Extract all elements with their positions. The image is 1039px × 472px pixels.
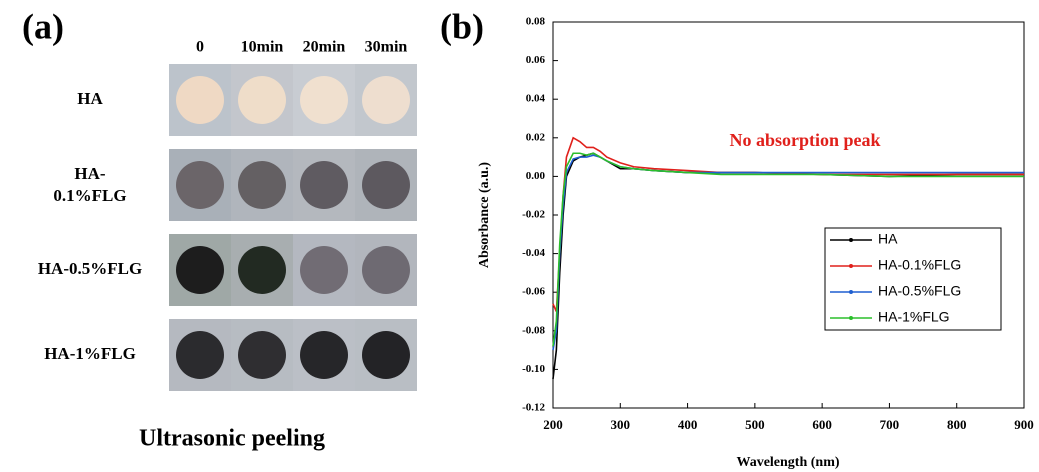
sample-disc — [362, 76, 410, 124]
legend-label: HA-1%FLG — [878, 309, 950, 325]
sample-disc — [176, 331, 224, 379]
x-tick-label: 500 — [745, 417, 765, 432]
column-label: 20min — [303, 39, 346, 56]
column-label: 10min — [241, 39, 284, 56]
y-tick-label: -0.06 — [522, 286, 545, 298]
legend-marker — [849, 316, 853, 320]
y-tick-label: 0.02 — [526, 131, 546, 143]
x-tick-label: 600 — [812, 417, 832, 432]
legend-label: HA — [878, 231, 898, 247]
y-tick-label: 0.08 — [526, 16, 546, 28]
sample-disc — [362, 331, 410, 379]
column-label: 0 — [196, 39, 204, 56]
y-tick-label: 0.00 — [526, 170, 546, 182]
y-tick-label: -0.02 — [522, 209, 545, 221]
sample-disc — [176, 161, 224, 209]
sample-disc — [362, 246, 410, 294]
sample-disc — [362, 161, 410, 209]
sample-disc — [300, 161, 348, 209]
x-tick-label: 900 — [1014, 417, 1034, 432]
row-label: HA- 0.1%FLG — [53, 164, 126, 205]
y-tick-label: -0.12 — [522, 402, 545, 414]
plot-frame — [552, 21, 1025, 409]
legend-marker — [849, 290, 853, 294]
legend-label: HA-0.5%FLG — [878, 283, 961, 299]
annotation: No absorption peak — [729, 130, 880, 150]
column-label: 30min — [365, 39, 408, 56]
legend-label: HA-0.1%FLG — [878, 257, 961, 273]
x-axis-label: Wavelength (nm) — [736, 455, 839, 470]
caption: Ultrasonic peeling — [139, 426, 325, 452]
row-label: HA-0.5%FLG — [38, 259, 142, 278]
legend-box — [824, 227, 1002, 331]
sample-disc — [238, 331, 286, 379]
panel-label: (b) — [440, 6, 484, 46]
x-tick-label: 800 — [947, 417, 967, 432]
x-tick-label: 700 — [880, 417, 900, 432]
y-tick-label: 0.06 — [526, 54, 546, 66]
sample-disc — [176, 76, 224, 124]
sample-disc — [300, 76, 348, 124]
legend-marker — [849, 238, 853, 242]
row-label-line: HA- — [74, 164, 106, 183]
row-label: HA — [77, 89, 103, 108]
x-tick-label: 300 — [611, 417, 631, 432]
y-tick-label: -0.04 — [522, 247, 545, 259]
sample-disc — [300, 246, 348, 294]
y-tick-label: -0.08 — [522, 324, 545, 336]
y-tick-label: -0.10 — [522, 363, 545, 375]
row-label: HA-1%FLG — [44, 344, 136, 363]
row-label-line: 0.1%FLG — [53, 186, 126, 205]
x-tick-label: 400 — [678, 417, 698, 432]
panel-label: (a) — [22, 6, 64, 46]
sample-disc — [300, 331, 348, 379]
sample-disc — [176, 246, 224, 294]
y-tick-label: 0.04 — [526, 93, 546, 105]
series-line — [552, 152, 1024, 347]
x-tick-label: 200 — [543, 417, 563, 432]
legend-marker — [849, 264, 853, 268]
sample-disc — [238, 161, 286, 209]
sample-disc — [238, 246, 286, 294]
y-axis-label: Absorbance (a.u.) — [477, 162, 492, 269]
sample-disc — [238, 76, 286, 124]
